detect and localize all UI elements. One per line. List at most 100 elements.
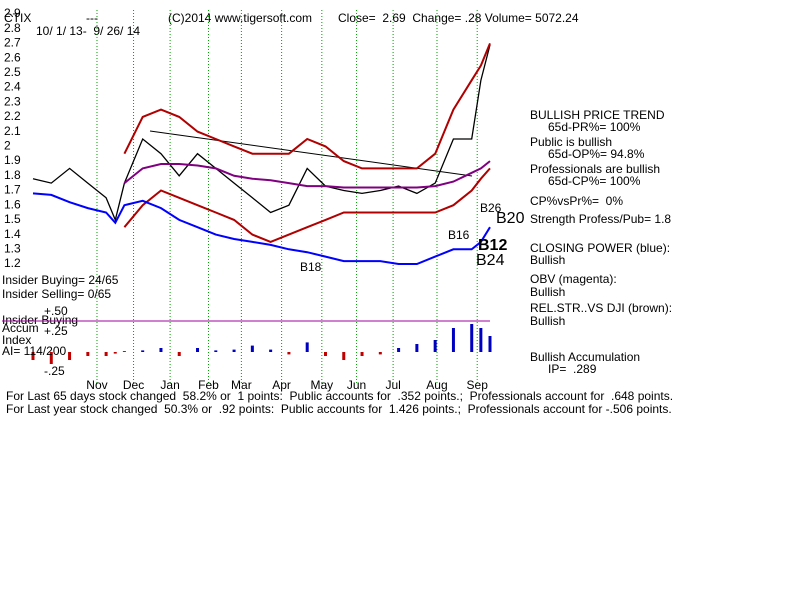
dashes: --- (86, 11, 98, 25)
y-tick-label: 2.9 (4, 6, 21, 20)
footer-text: For Last year stock changed 50.3% or .92… (6, 402, 672, 416)
accum-bar (31, 352, 35, 360)
summary-text: 65d-CP%= 100% (548, 174, 641, 188)
accum-bar (250, 345, 254, 352)
series-line (123, 160, 491, 189)
accum-bar (269, 349, 273, 352)
x-tick-label: Sep (467, 378, 489, 392)
accum-bar (122, 351, 126, 352)
signal-label: B20 (496, 210, 525, 227)
y-tick-label: 2.2 (4, 109, 21, 123)
y-tick-label: 1.3 (4, 241, 21, 255)
accum-bar (196, 348, 200, 352)
accum-bar (104, 352, 108, 356)
y-tick-label: 2.6 (4, 50, 21, 64)
y-tick-label: 1.8 (4, 168, 21, 182)
quote: Close= 2.69 Change= .28 Volume= 5072.24 (338, 11, 579, 25)
accum-bar (479, 328, 483, 352)
signal-label: B18 (300, 260, 322, 274)
summary-text: CLOSING POWER (blue): (530, 241, 670, 255)
accum-bar (49, 352, 53, 364)
summary-text: Bullish Accumulation (530, 350, 640, 364)
copyright: (C)2014 www.tigersoft.com (168, 11, 312, 25)
y-tick-label: 2.7 (4, 36, 21, 50)
accum-bar (451, 328, 455, 352)
insider-label: Index (2, 333, 31, 347)
y-tick-label: 1.6 (4, 197, 21, 211)
summary-text: Bullish (530, 314, 565, 328)
summary-text: Bullish (530, 253, 565, 267)
y-tick-label: 2.5 (4, 65, 21, 79)
insider-label: Accum (2, 321, 39, 335)
y-tick-label: 1.4 (4, 227, 21, 241)
y-tick-label: 2.4 (4, 80, 21, 94)
insider-label: Insider Selling= 0/65 (2, 287, 111, 301)
accum-bar (86, 352, 90, 356)
date-range: 10/ 1/ 13- 9/ 26/ 14 (36, 24, 140, 38)
y-tick-label: 1.5 (4, 212, 21, 226)
x-tick-label: Jun (347, 378, 366, 392)
series-line (32, 192, 491, 265)
accum-bar (177, 352, 181, 356)
x-tick-label: Jul (385, 378, 400, 392)
summary-text: OBV (magenta): (530, 272, 617, 286)
summary-text: Strength Profess/Pub= 1.8 (530, 212, 671, 226)
y-tick-label: 2.8 (4, 21, 21, 35)
x-tick-label: Nov (86, 378, 107, 392)
y-tick-label: 1.9 (4, 153, 21, 167)
symbol: CTIX (4, 11, 31, 25)
series-line (123, 167, 491, 243)
x-tick-label: Apr (272, 378, 291, 392)
accum-bar (287, 352, 291, 355)
accum-bar (378, 352, 382, 355)
insider-label: Insider Buying= 24/65 (2, 273, 119, 287)
y-tick-label: 2.1 (4, 124, 21, 138)
x-tick-label: Jan (160, 378, 179, 392)
insider-label: AI= 114/200 (2, 344, 66, 358)
x-tick-label: Aug (426, 378, 447, 392)
x-tick-label: Mar (231, 378, 252, 392)
accum-bar (415, 344, 419, 352)
accum-bar (305, 342, 309, 352)
signal-label: B26 (480, 201, 502, 215)
series-line (32, 44, 491, 222)
accum-bar (433, 340, 437, 352)
summary-text: 65d-OP%= 94.8% (548, 147, 645, 161)
y-tick-label: -.25 (44, 364, 65, 378)
summary-text: Bullish (530, 285, 565, 299)
summary-text: IP= .289 (548, 362, 597, 376)
accum-bar (397, 348, 401, 352)
y-tick-label: +.50 (44, 304, 68, 318)
summary-text: Professionals are bullish (530, 162, 660, 176)
summary-text: REL.STR..VS DJI (brown): (530, 301, 672, 315)
accum-bar (470, 324, 474, 352)
y-tick-label: 1.2 (4, 256, 21, 270)
accum-bar (159, 348, 163, 352)
signal-label: B12 (478, 237, 507, 254)
y-tick-label: 2 (4, 139, 11, 153)
accum-bar (232, 349, 236, 352)
summary-text: BULLISH PRICE TREND (530, 108, 665, 122)
summary-text: Public is bullish (530, 135, 612, 149)
accum-bar (488, 336, 492, 352)
series-line (123, 43, 491, 170)
x-tick-label: Dec (123, 378, 144, 392)
accum-bar (342, 352, 346, 360)
insider-label: Insider Buying (2, 313, 78, 327)
signal-label: B16 (448, 228, 470, 242)
x-tick-label: Feb (198, 378, 219, 392)
accum-bar (113, 352, 117, 354)
y-tick-label: 2.3 (4, 94, 21, 108)
summary-text: CP%vsPr%= 0% (530, 194, 623, 208)
summary-text: 65d-PR%= 100% (548, 120, 641, 134)
y-tick-label: 1.7 (4, 183, 21, 197)
accum-bar (141, 350, 145, 352)
footer-text: For Last 65 days stock changed 58.2% or … (6, 389, 673, 403)
x-tick-label: May (310, 378, 333, 392)
accum-bar (214, 350, 218, 352)
signal-label: B24 (476, 252, 505, 269)
accum-bar (360, 352, 364, 356)
y-tick-label: +.25 (44, 324, 68, 338)
